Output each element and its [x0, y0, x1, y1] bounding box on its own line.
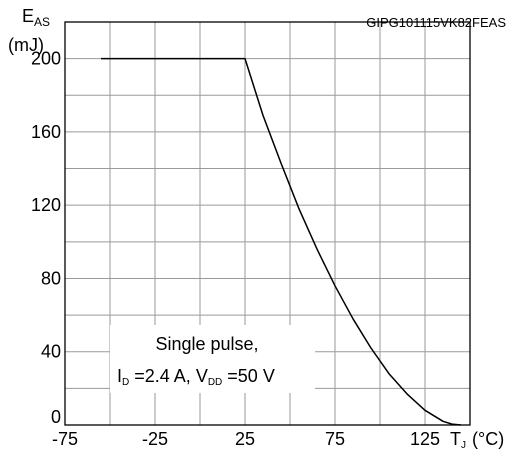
y-axis-subscript: AS: [34, 15, 50, 29]
y-tick-label: 200: [31, 49, 61, 69]
series-layer: [101, 57, 462, 426]
x-axis-subscript: J: [461, 440, 466, 451]
y-tick-label: 40: [41, 342, 61, 362]
plot-frame: [64, 21, 471, 426]
y-axis-unit: (mJ): [8, 35, 44, 55]
y-tick-label: 120: [31, 195, 61, 215]
x-tick-label: -25: [142, 429, 168, 449]
y-tick-label: 80: [41, 268, 61, 288]
series-line: [101, 57, 462, 426]
y-axis-symbol: E: [22, 6, 34, 26]
annotation-vdd-symbol: V: [196, 366, 208, 386]
annotation-id-value: =2.4 A,: [129, 366, 196, 386]
y-axis-label: EAS: [22, 6, 50, 29]
y-tick-label: 160: [31, 122, 61, 142]
x-axis-symbol: T: [450, 429, 461, 449]
annotation-vdd-subscript: DD: [208, 377, 222, 388]
annotation: Single pulse, ID =2.4 A, VDD =50 V: [110, 325, 315, 393]
annotation-id-subscript: D: [122, 377, 129, 388]
annotation-line1: Single pulse,: [155, 334, 258, 354]
annotation-id-symbol: I: [117, 366, 122, 386]
x-axis-label: TJ (°C): [450, 429, 504, 451]
tick-labels: -75 -25 25 75 125 0 40 80 120 160 200: [31, 49, 440, 449]
x-tick-label: -75: [52, 429, 78, 449]
annotation-line2: ID =2.4 A, VDD =50 V: [117, 366, 275, 388]
chart-code: GIPG101115VK82FEAS: [366, 15, 506, 30]
y-tick-label: 0: [51, 407, 61, 427]
x-tick-label: 125: [410, 429, 440, 449]
x-tick-label: 25: [235, 429, 255, 449]
annotation-vdd-value: =50 V: [222, 366, 275, 386]
x-tick-label: 75: [325, 429, 345, 449]
x-axis-unit: (°C): [472, 429, 504, 449]
